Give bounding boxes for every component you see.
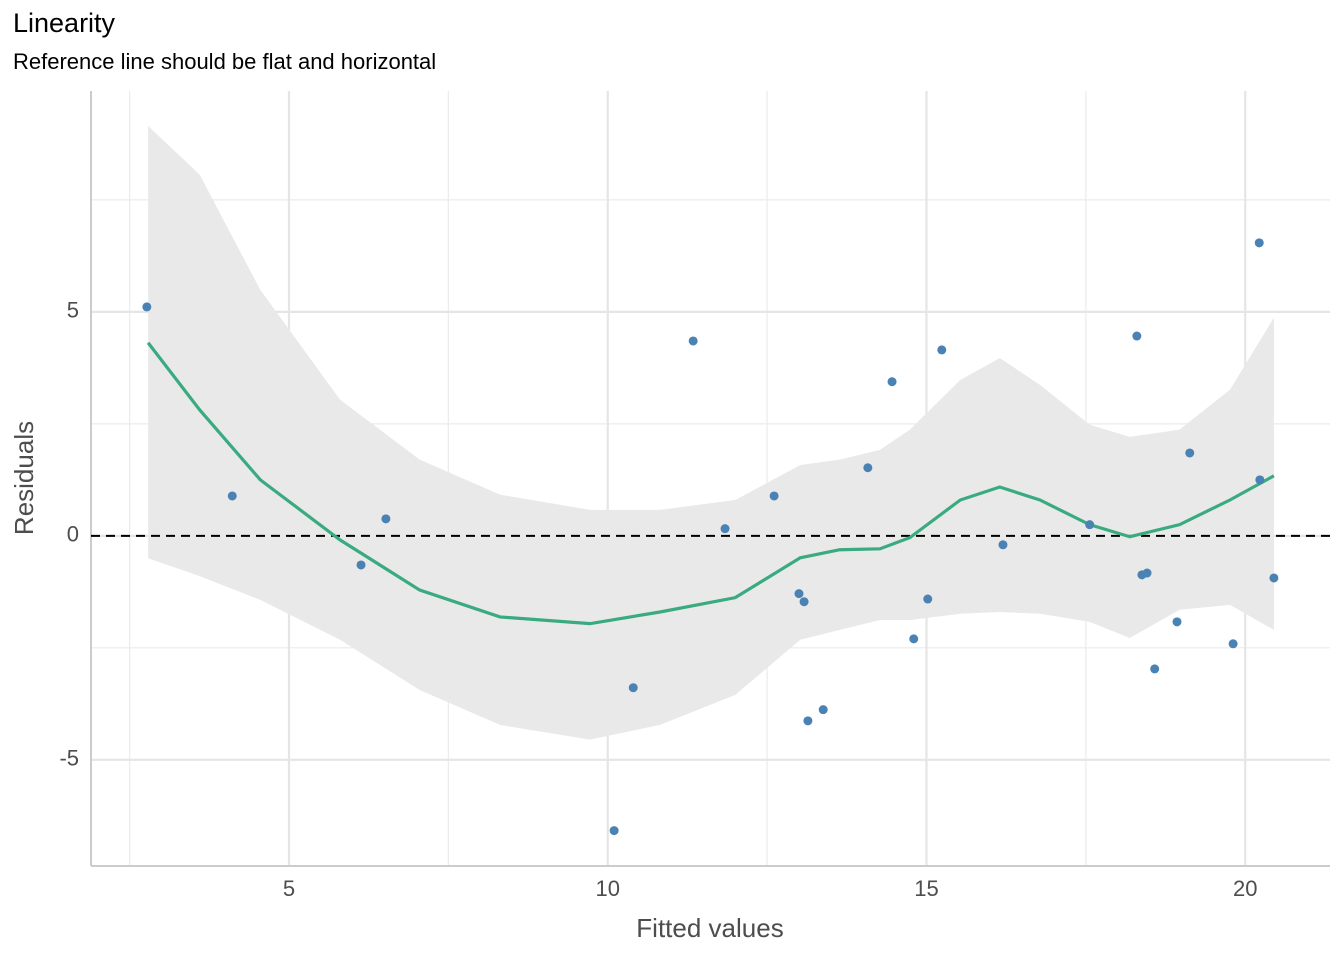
x-tick-label: 15 xyxy=(914,876,938,901)
point xyxy=(937,345,947,355)
point xyxy=(1269,573,1279,583)
point xyxy=(1142,568,1152,578)
point xyxy=(794,589,804,599)
point xyxy=(1132,331,1142,341)
confidence-band xyxy=(148,125,1274,740)
point xyxy=(1185,448,1195,458)
chart-subtitle: Reference line should be flat and horizo… xyxy=(13,49,436,74)
point xyxy=(818,705,828,715)
point xyxy=(887,377,897,387)
y-tick-label: 5 xyxy=(67,298,79,323)
point xyxy=(688,336,698,346)
point xyxy=(803,716,813,726)
point xyxy=(1150,664,1160,674)
point xyxy=(1254,238,1264,248)
point xyxy=(609,826,619,836)
y-tick-label: -5 xyxy=(59,746,79,771)
x-tick-label: 20 xyxy=(1233,876,1257,901)
point xyxy=(923,594,933,604)
point xyxy=(381,514,391,524)
point xyxy=(1228,639,1238,649)
smooth-line xyxy=(146,341,1275,626)
point xyxy=(1255,475,1265,485)
point xyxy=(769,491,779,501)
point xyxy=(1085,520,1095,530)
point xyxy=(1172,617,1182,627)
y-axis-label: Residuals xyxy=(9,421,39,535)
point xyxy=(909,634,919,644)
point xyxy=(142,302,152,312)
y-tick-label: 0 xyxy=(67,522,79,547)
chart-title: Linearity xyxy=(13,8,116,38)
point xyxy=(799,597,809,607)
x-tick-label: 10 xyxy=(595,876,619,901)
x-axis-label: Fitted values xyxy=(636,913,783,943)
point xyxy=(628,683,638,693)
point xyxy=(356,560,366,570)
point xyxy=(227,491,237,501)
point xyxy=(720,524,730,534)
point xyxy=(998,540,1008,550)
x-tick-label: 5 xyxy=(283,876,295,901)
point xyxy=(863,463,873,473)
